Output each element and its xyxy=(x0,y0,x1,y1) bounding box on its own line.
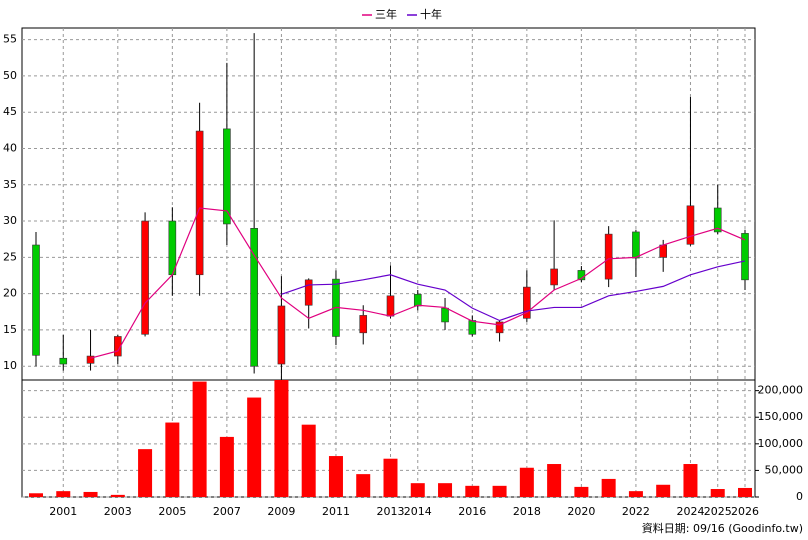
y2-tick-label: 100,000 xyxy=(758,437,804,450)
volume-bar xyxy=(710,489,725,497)
x-tick-label: 2016 xyxy=(458,505,486,518)
y-tick-label: 30 xyxy=(3,214,17,227)
x-tick-label: 2003 xyxy=(104,505,132,518)
y2-tick-label: 50,000 xyxy=(765,463,804,476)
x-tick-label: 2018 xyxy=(513,505,541,518)
volume-bar xyxy=(247,397,262,497)
x-tick-label: 2025 xyxy=(704,505,732,518)
volume-bar xyxy=(192,381,207,497)
candle-body xyxy=(495,321,504,334)
x-tick-label: 2026 xyxy=(731,505,759,518)
volume-bar xyxy=(356,474,371,497)
candle-body xyxy=(250,228,258,367)
volume-bar xyxy=(274,380,289,497)
y2-tick-label: 0 xyxy=(796,490,803,503)
candle-body xyxy=(686,205,695,245)
candle-body xyxy=(550,268,558,286)
y-tick-label: 40 xyxy=(3,141,17,154)
candle-body xyxy=(604,233,613,280)
volume-bar xyxy=(165,422,180,497)
footnote: 資料日期: 09/16 (Goodinfo.tw) xyxy=(642,521,803,535)
candle-body xyxy=(523,286,531,319)
y-tick-label: 35 xyxy=(3,178,17,191)
x-tick-label: 2001 xyxy=(49,505,77,518)
volume-bar xyxy=(574,486,589,497)
x-tick-label: 2005 xyxy=(158,505,186,518)
volume-bar xyxy=(438,483,453,497)
x-tick-label: 2014 xyxy=(404,505,432,518)
candle-body xyxy=(59,357,68,365)
volume-bar xyxy=(519,467,534,497)
y2-tick-label: 150,000 xyxy=(758,410,804,423)
y-tick-label: 10 xyxy=(3,359,17,372)
volume-bar xyxy=(219,436,234,497)
volume-bar xyxy=(683,464,698,497)
candle-body xyxy=(577,270,586,281)
volume-bar xyxy=(56,491,71,497)
y-tick-label: 15 xyxy=(3,323,17,336)
candle-body xyxy=(168,220,177,276)
candle-body xyxy=(32,244,40,356)
volume-bar xyxy=(601,478,616,497)
x-tick-label: 2011 xyxy=(322,505,350,518)
x-tick-label: 2013 xyxy=(377,505,405,518)
y-tick-label: 45 xyxy=(3,105,17,118)
candle-body xyxy=(141,220,149,335)
legend-label: 三年 xyxy=(375,7,397,21)
volume-bar xyxy=(328,456,343,497)
volume-bar xyxy=(465,485,480,497)
candle-body xyxy=(632,231,640,259)
candle-body xyxy=(413,294,422,307)
x-tick-label: 2022 xyxy=(622,505,650,518)
candle-body xyxy=(441,307,449,323)
candle-body xyxy=(713,207,722,233)
candle-body xyxy=(277,305,286,365)
volume-bar xyxy=(738,487,752,497)
candle-body xyxy=(659,244,667,258)
ma-line xyxy=(281,260,746,322)
x-tick-label: 2009 xyxy=(267,505,295,518)
candle-body xyxy=(86,355,95,364)
y-tick-label: 50 xyxy=(3,69,17,82)
volume-bar xyxy=(547,464,562,497)
volume-bar xyxy=(383,458,398,497)
candle-body xyxy=(386,295,395,317)
volume-bar xyxy=(83,491,98,497)
y-tick-label: 20 xyxy=(3,287,17,300)
candle-body xyxy=(223,128,231,225)
volume-bar xyxy=(492,485,507,497)
volume-bar xyxy=(29,493,43,497)
y-tick-label: 55 xyxy=(3,33,17,46)
x-tick-label: 2007 xyxy=(213,505,241,518)
x-tick-label: 2024 xyxy=(676,505,704,518)
volume-bar xyxy=(628,491,643,497)
volume-bar xyxy=(656,484,671,497)
plot-frame xyxy=(21,27,756,498)
candle-body xyxy=(741,233,749,281)
legend-label: 十年 xyxy=(420,7,442,21)
volume-bar xyxy=(410,483,425,497)
y2-tick-label: 200,000 xyxy=(758,384,804,397)
candle-body xyxy=(359,315,368,334)
volume-bar xyxy=(110,494,125,497)
volume-bar xyxy=(301,424,316,497)
candle-body xyxy=(195,130,204,276)
candle-body xyxy=(114,336,122,357)
volume-bar xyxy=(138,449,153,497)
candle-body xyxy=(468,320,477,335)
y-tick-label: 25 xyxy=(3,250,17,263)
x-tick-label: 2020 xyxy=(567,505,595,518)
candle-body xyxy=(304,279,313,306)
ma-line xyxy=(90,207,746,359)
